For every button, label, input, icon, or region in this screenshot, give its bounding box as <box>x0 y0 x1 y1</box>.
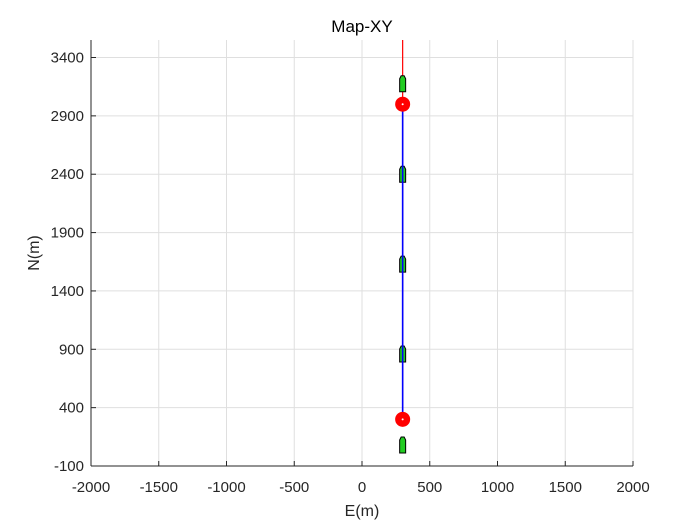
y-tick-label: 1400 <box>51 283 84 300</box>
vessel-marker <box>399 75 407 93</box>
x-tick-label: 0 <box>358 479 366 496</box>
waypoint-center-dot <box>401 418 404 421</box>
x-tick-label: 2000 <box>616 479 649 496</box>
y-tick-label: -100 <box>54 458 84 475</box>
x-tick-label: -1000 <box>207 479 245 496</box>
waypoint-center-dot <box>401 103 404 106</box>
x-tick-label: 1000 <box>481 479 514 496</box>
vessel-marker <box>399 436 407 454</box>
y-tick-label: 1900 <box>51 225 84 242</box>
chart-title: Map-XY <box>331 17 392 36</box>
y-tick-label: 400 <box>59 400 84 417</box>
x-axis-label: E(m) <box>345 503 380 520</box>
x-tick-label: -1500 <box>140 479 178 496</box>
x-tick-label: -2000 <box>72 479 110 496</box>
x-tick-label: -500 <box>279 479 309 496</box>
y-tick-label: 900 <box>59 341 84 358</box>
y-tick-label: 2400 <box>51 166 84 183</box>
tick-labels: -2000 -1500 -1000 -500 0 500 1000 1500 2000 -100 4… <box>51 50 650 496</box>
x-tick-label: 500 <box>417 479 442 496</box>
x-tick-label: 1500 <box>549 479 582 496</box>
axis-frame <box>90 40 634 467</box>
series-layer <box>395 40 411 454</box>
y-tick-label: 3400 <box>51 50 84 67</box>
y-axis-label: N(m) <box>26 235 43 271</box>
y-tick-label: 2900 <box>51 108 84 125</box>
